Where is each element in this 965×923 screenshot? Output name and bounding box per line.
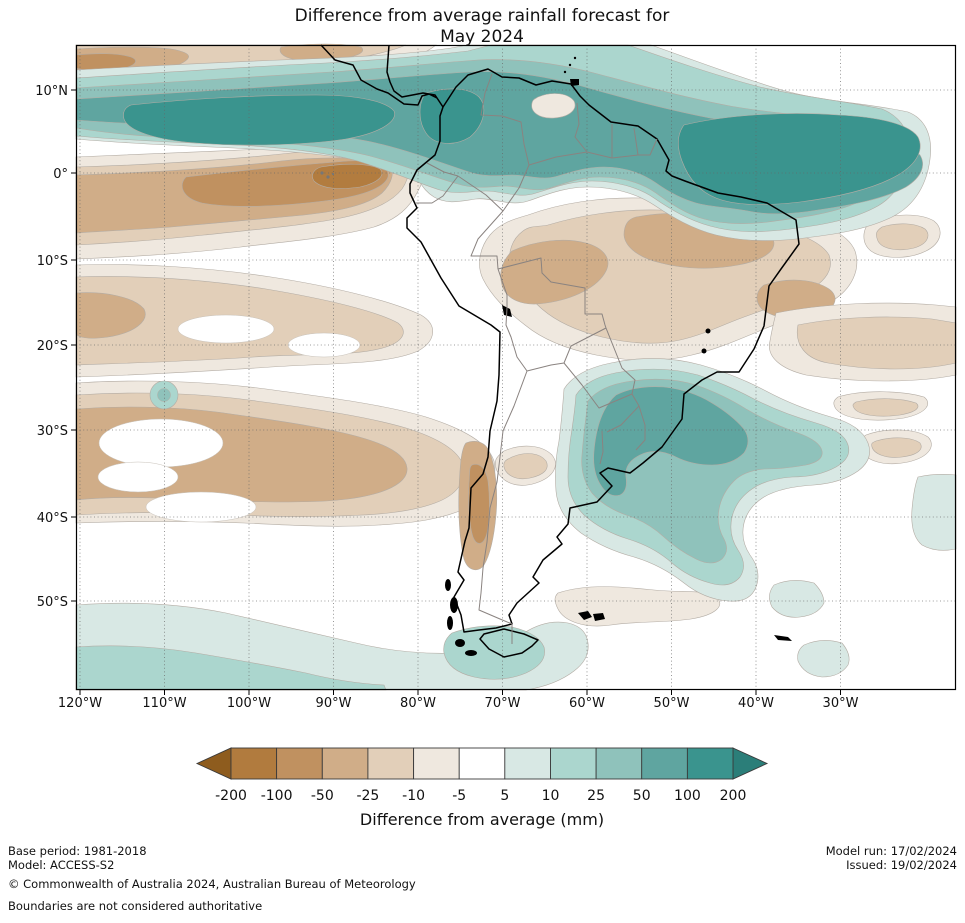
- footer-model: Model: ACCESS-S2: [8, 858, 114, 872]
- lon-tick-label: 90°W: [316, 696, 352, 711]
- lat-tick-label: 40°S: [37, 511, 68, 526]
- anomaly-patch-venezuela: [531, 93, 576, 119]
- colorbar-tick-label: 200: [720, 788, 747, 804]
- colorbar-tick-label: 100: [674, 788, 701, 804]
- colorbar-tick-label: 5: [500, 788, 509, 804]
- colorbar: -200 -100 -50 -25 -10 -5 5 10 25 50 100 …: [195, 747, 769, 829]
- anomaly-region-south-pacific-dry: [75, 380, 556, 527]
- lat-tick-label: 10°S: [37, 254, 68, 269]
- lon-tick-label: 60°W: [569, 696, 605, 711]
- footer-model-run: Model run: 17/02/2024: [826, 844, 957, 858]
- colorbar-cell: [504, 747, 551, 780]
- map-frame: [75, 44, 957, 691]
- colorbar-tick-label: -200: [215, 788, 247, 804]
- page-title: Difference from average rainfall forecas…: [295, 6, 670, 26]
- lon-tick-label: 80°W: [400, 696, 436, 711]
- colorbar-cell: [641, 747, 688, 780]
- colorbar-arrow-right: [732, 747, 769, 780]
- lon-tick-label: 30°W: [823, 696, 859, 711]
- coastline-central-america: [320, 44, 444, 108]
- colorbar-cell: [230, 747, 278, 780]
- colorbar-cell: [550, 747, 597, 780]
- colorbar-cell: [595, 747, 643, 780]
- lat-tick-label: 50°S: [37, 595, 68, 610]
- country-borders: [415, 73, 658, 644]
- footer: Base period: 1981-2018 Model: ACCESS-S2 …: [8, 844, 957, 913]
- lon-tick-label: 110°W: [142, 696, 186, 711]
- lat-tick-label: 0°: [53, 167, 68, 182]
- colorbar-tick-label: 10: [542, 788, 560, 804]
- anomaly-region-sepacific-tropical-dry: [75, 264, 433, 378]
- anomaly-region-atlantic-dry-patches: [769, 214, 957, 382]
- colorbar-cell: [276, 747, 323, 780]
- map-panel: [75, 43, 957, 691]
- colorbar-tick-label: -5: [452, 788, 466, 804]
- anomaly-region-swatlantic-dry-patches: [554, 391, 932, 627]
- axis-ticks: [71, 89, 841, 695]
- colorbar-caption: Difference from average (mm): [360, 810, 604, 829]
- anomaly-spot-easter-island-wet: [149, 380, 179, 410]
- colorbar-tick-label: -25: [356, 788, 379, 804]
- colorbar-cell: [458, 747, 506, 780]
- trinidad-island: [570, 79, 579, 86]
- colorbar-tick-label: -10: [402, 788, 425, 804]
- lon-tick-label: 40°W: [738, 696, 774, 711]
- lon-tick-label: 120°W: [58, 696, 102, 711]
- lat-tick-label: 10°N: [35, 84, 68, 99]
- footer-disclaimer: Boundaries are not considered authoritat…: [8, 899, 262, 913]
- anomaly-region-equatorial-pacific-dry: [75, 146, 424, 260]
- footer-copyright: © Commonwealth of Australia 2024, Austra…: [8, 877, 416, 891]
- south-georgia-island: [774, 635, 792, 641]
- lat-tick-label: 30°S: [37, 424, 68, 439]
- islands: [502, 56, 792, 641]
- footer-base-period: Base period: 1981-2018: [8, 844, 147, 858]
- colorbar-tick-label: -100: [261, 788, 293, 804]
- coastline-tierra-del-fuego: [479, 628, 539, 658]
- lat-axis: 10°N 0° 10°S 20°S 30°S 40°S 50°S: [35, 84, 68, 610]
- chile-fjord-islands: [445, 579, 477, 656]
- map-gridlines: [76, 45, 956, 690]
- lon-tick-label: 50°W: [654, 696, 690, 711]
- falkland-islands: [578, 611, 592, 620]
- colorbar-tick-label: -50: [311, 788, 334, 804]
- colorbar-tick-label: 50: [633, 788, 651, 804]
- galapagos-islands: [320, 171, 335, 179]
- page-title-line2: May 2024: [440, 27, 524, 47]
- colorbar-arrow-left: [195, 747, 232, 780]
- lon-tick-label: 70°W: [485, 696, 521, 711]
- colorbar-cell: [413, 747, 460, 780]
- lon-tick-label: 100°W: [227, 696, 271, 711]
- lon-axis: 120°W 110°W 100°W 90°W 80°W 70°W 60°W 50…: [58, 696, 859, 711]
- footer-issued: Issued: 19/02/2024: [846, 858, 957, 872]
- colorbar-cell: [686, 747, 734, 780]
- colorbar-tick-label: 25: [587, 788, 605, 804]
- colorbar-cell: [321, 747, 369, 780]
- lat-tick-label: 20°S: [37, 339, 68, 354]
- colorbar-cell: [367, 747, 415, 780]
